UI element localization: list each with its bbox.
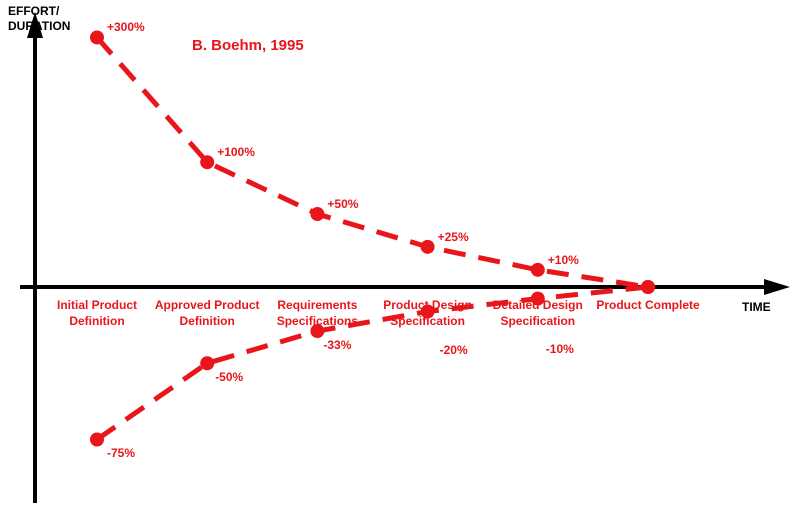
data-point bbox=[310, 207, 325, 222]
y-axis-label: EFFORT/ DURATION bbox=[8, 4, 71, 33]
data-label: -10% bbox=[545, 341, 574, 356]
x-tick-label: Product Design Specification bbox=[383, 298, 472, 328]
y-axis-arrow bbox=[27, 12, 43, 38]
x-axis-label: TIME bbox=[742, 300, 771, 314]
data-label: -75% bbox=[107, 446, 136, 461]
x-tick-label: Initial Product Definition bbox=[56, 298, 137, 328]
data-point bbox=[530, 262, 545, 277]
series-line bbox=[95, 35, 649, 290]
data-label: -33% bbox=[323, 338, 352, 353]
data-point bbox=[90, 432, 104, 447]
data-label: +50% bbox=[327, 197, 359, 212]
data-point bbox=[90, 30, 104, 45]
data-point bbox=[641, 280, 655, 294]
data-point bbox=[420, 304, 435, 319]
x-tick-label: Detailed Design Specification bbox=[492, 298, 583, 328]
data-point bbox=[200, 155, 215, 170]
x-tick-label: Product Complete bbox=[596, 298, 700, 312]
data-label: +300% bbox=[107, 20, 145, 35]
data-label: -50% bbox=[215, 370, 244, 385]
x-tick-label: Requirements Specifications bbox=[276, 298, 359, 328]
data-label: +100% bbox=[217, 145, 255, 160]
data-point bbox=[420, 239, 435, 254]
data-label: +10% bbox=[547, 252, 579, 267]
x-tick-label: Approved Product Definition bbox=[154, 298, 260, 328]
data-label: -20% bbox=[439, 342, 468, 357]
data-point bbox=[310, 324, 325, 339]
series-line bbox=[95, 284, 649, 442]
x-axis-arrow bbox=[764, 279, 790, 295]
data-point bbox=[200, 356, 215, 371]
data-label: +25% bbox=[437, 229, 469, 244]
data-point bbox=[530, 291, 545, 306]
chart-title: B. Boehm, 1995 bbox=[192, 37, 304, 54]
